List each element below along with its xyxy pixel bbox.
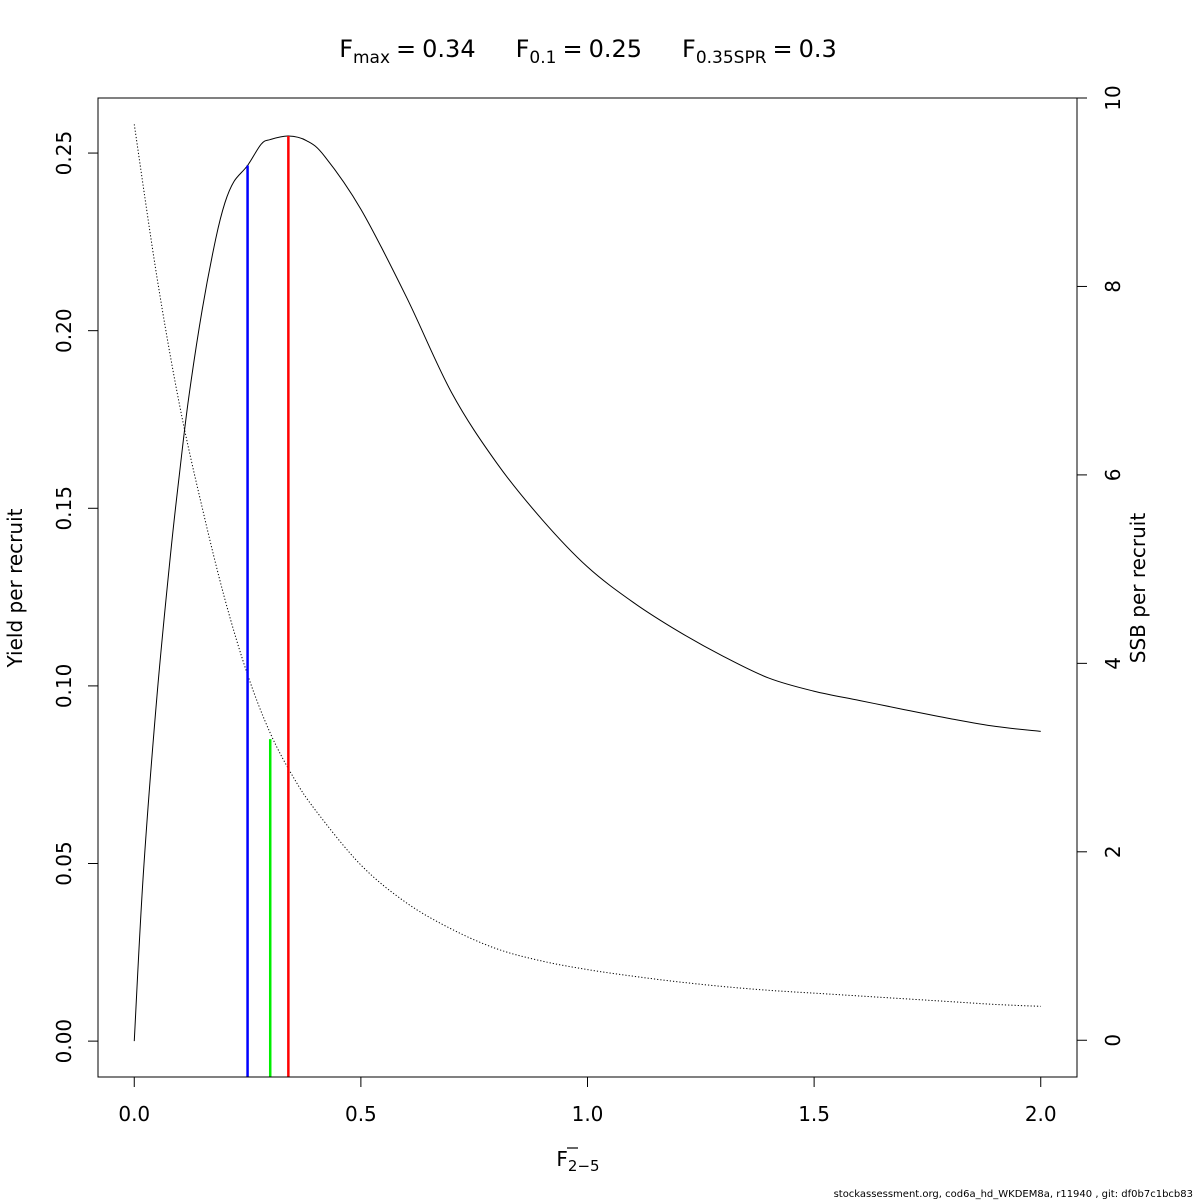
title-f01-equals: = [562,35,582,63]
yield-per-recruit-line [133,135,1041,1042]
footer-credit: stockassessment.org, cod6a_hd_WKDEM8a, r… [834,1189,1193,1200]
x-axis-label-sub: 2−5 [568,1157,600,1175]
title-fmax-equals: = [396,35,416,63]
x-tick-label: 2.0 [1025,1102,1057,1126]
series-group [133,124,1041,1042]
title-f01-symbol: F [516,35,530,63]
y-tick-label: 0.05 [52,841,76,886]
x-tick-label: 0.0 [118,1102,150,1126]
y-axis-right: 0 2 4 6 8 10 [1076,85,1125,1047]
title-f01-value: 0.25 [589,35,642,63]
reference-lines-group [246,136,290,1077]
title-fspr-equals: = [773,35,793,63]
chart-title: Fmax = 0.34 F0.1 = 0.25 F0.35SPR = 0.3 [339,35,837,68]
x-tick-label: 1.5 [798,1102,830,1126]
title-f01-sub: 0.1 [529,48,556,68]
y-tick-label: 0.15 [52,486,76,531]
y-axis-left: 0.00 0.05 0.10 0.15 0.20 0.25 [52,131,99,1064]
x-tick-label: 0.5 [345,1102,377,1126]
y2-tick-label: 4 [1101,657,1125,670]
y-tick-label: 0.25 [52,131,76,176]
title-fmax-symbol: F [339,35,353,63]
y-tick-label: 0.00 [52,1019,76,1064]
title-fmax-value: 0.34 [422,35,475,63]
y2-tick-label: 0 [1101,1034,1125,1047]
y-axis-label: Yield per recruit [3,508,27,668]
y2-tick-label: 2 [1101,845,1125,858]
x-axis: 0.0 0.5 1.0 1.5 2.0 [118,1076,1057,1126]
y-tick-label: 0.20 [52,308,76,353]
y2-axis-label: SSB per recruit [1126,513,1150,664]
y2-tick-label: 6 [1101,469,1125,482]
y2-tick-label: 10 [1101,85,1125,110]
title-fspr-value: 0.3 [799,35,837,63]
plot-frame [97,97,1078,1078]
x-axis-label-main: F [556,1147,568,1171]
title-fspr-sub: 0.35SPR [696,48,767,68]
y2-tick-label: 8 [1101,280,1125,293]
x-axis-label: F2−5 [556,1147,599,1175]
y-tick-label: 0.10 [52,664,76,709]
title-fmax-sub: max [353,48,390,68]
title-fspr-symbol: F [682,35,696,63]
x-tick-label: 1.0 [572,1102,604,1126]
